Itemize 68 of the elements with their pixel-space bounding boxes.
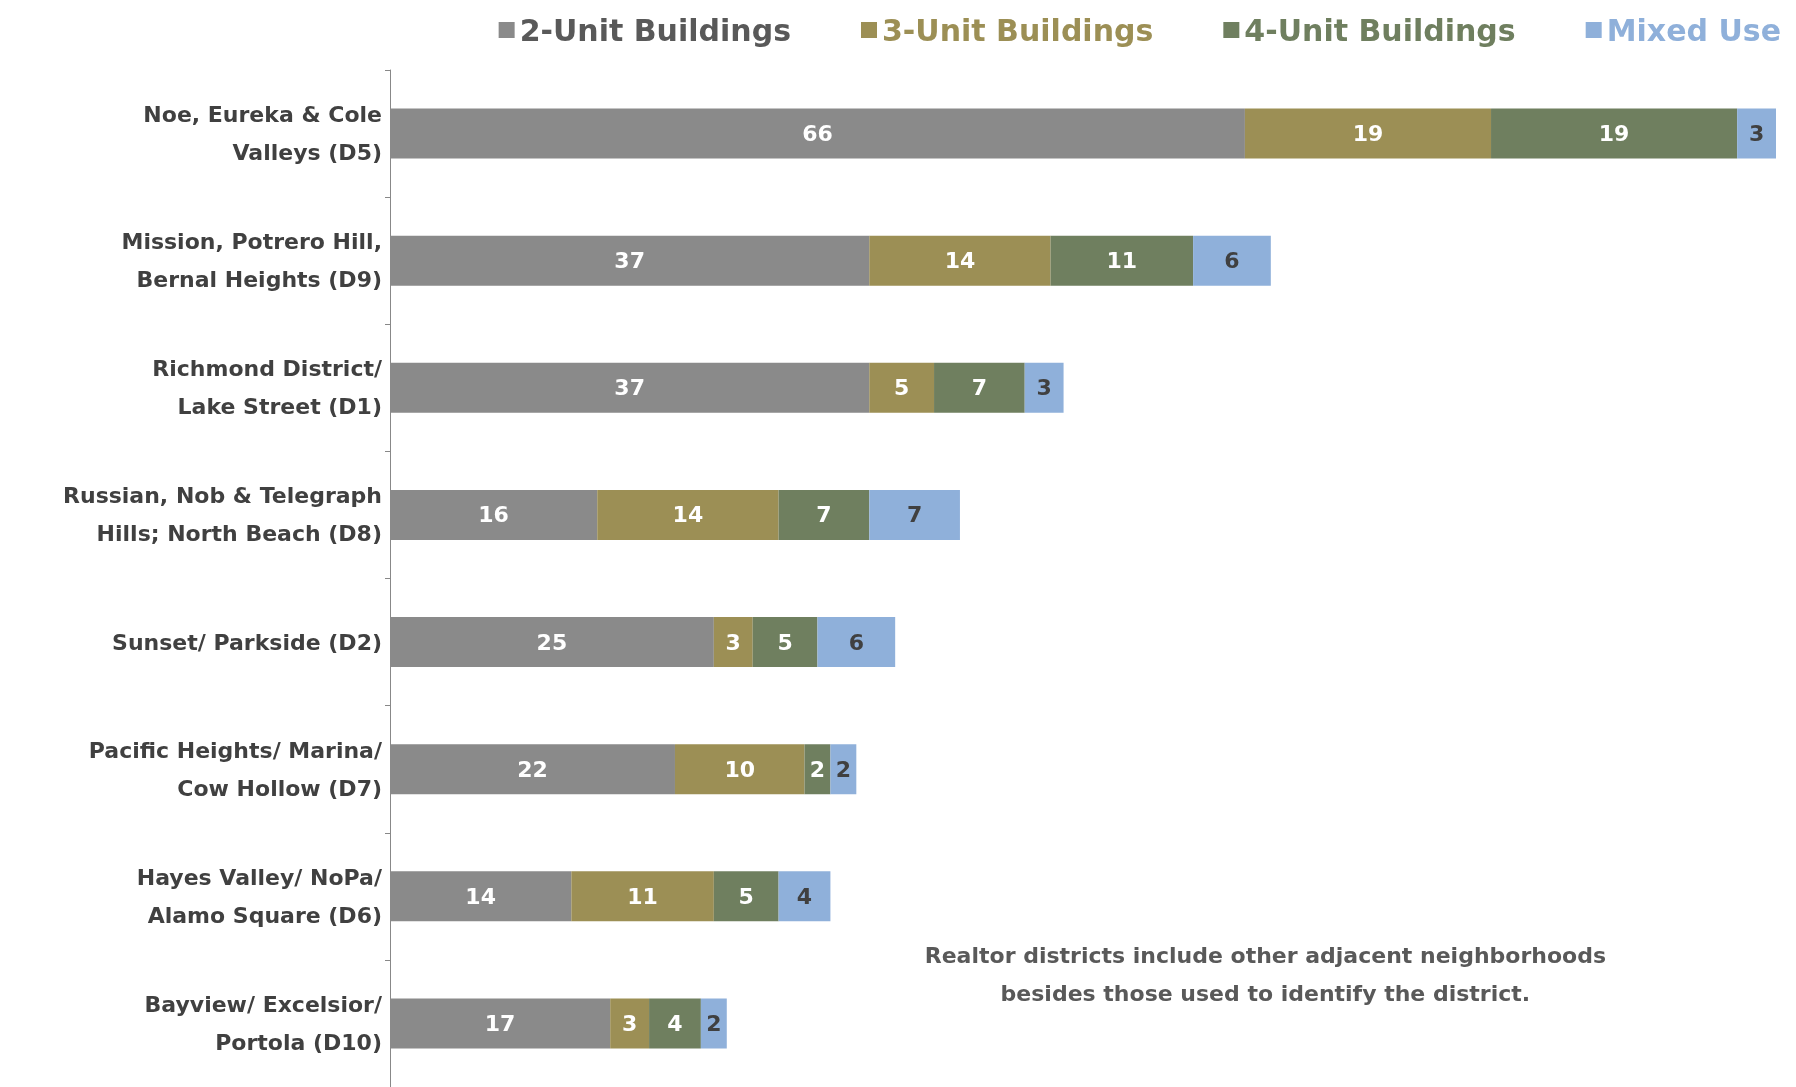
bar — [817, 617, 896, 668]
bar — [1737, 108, 1776, 159]
bar — [610, 998, 650, 1049]
data-label: 3 — [1748, 121, 1765, 147]
bar — [752, 617, 818, 668]
y-tick-label: Mission, Potrero Hill, Bernal Heights (D9) — [121, 229, 382, 293]
data-label: 6 — [848, 629, 864, 655]
data-label: 10 — [724, 756, 756, 782]
y-tick-label: Sunset/ Parkside (D2) — [112, 629, 382, 655]
data-label: 7 — [971, 375, 988, 401]
bar — [700, 998, 727, 1049]
y-tick-label: Hayes Valley/ NoPa/ Alamo Square (D6) — [136, 864, 383, 928]
data-label: 3 — [621, 1010, 638, 1036]
bar — [1050, 235, 1194, 286]
data-label: 7 — [906, 502, 923, 528]
bar — [869, 362, 935, 413]
data-label: 17 — [484, 1010, 516, 1036]
data-label: 3 — [725, 629, 741, 655]
legend-label: 3-Unit Buildings — [881, 12, 1154, 48]
data-label: 11 — [1106, 248, 1138, 274]
y-tick-label: Pacific Heights/ Marina/ Cow Hollow (D7) — [88, 737, 383, 801]
data-label: 7 — [816, 502, 832, 528]
data-label: 5 — [738, 883, 754, 909]
legend-label: 2-Unit Buildings — [519, 12, 791, 48]
bar — [1024, 362, 1064, 413]
bar — [869, 235, 1051, 286]
bar — [713, 617, 753, 668]
data-label: 37 — [614, 375, 645, 401]
bar — [778, 489, 870, 540]
bar — [674, 744, 805, 795]
data-label: 2 — [706, 1010, 722, 1036]
bar — [597, 489, 779, 540]
bar — [778, 871, 831, 922]
data-label: 19 — [1598, 121, 1630, 147]
bar — [713, 871, 779, 922]
data-label: 3 — [1036, 375, 1052, 401]
data-label: 5 — [894, 375, 910, 401]
data-label: 19 — [1352, 121, 1384, 147]
bar — [830, 744, 857, 795]
bar — [934, 362, 1025, 413]
legend-label: 4-Unit Buildings — [1244, 12, 1516, 48]
legend-label: Mixed Use — [1606, 12, 1782, 48]
y-tick-label: Noe, Eureka & Cole Valleys (D5) — [143, 102, 382, 166]
data-label: 6 — [1224, 248, 1240, 274]
data-label: 37 — [614, 248, 645, 274]
y-tick-label: Richmond District/ Lake Street (D1) — [152, 356, 383, 420]
bar — [649, 998, 701, 1049]
data-label: 14 — [672, 502, 704, 528]
data-label: 5 — [777, 629, 793, 655]
bar — [571, 871, 714, 922]
data-label: 4 — [796, 883, 813, 909]
bar — [1244, 108, 1492, 159]
data-label: 11 — [627, 883, 658, 909]
data-label: 22 — [517, 756, 548, 782]
data-label: 66 — [802, 121, 833, 147]
annotation: Realtor districts include other adjacent neighborhoods besides those used to identify the district. — [924, 942, 1606, 1006]
data-label: 14 — [465, 883, 496, 909]
data-label: 2 — [809, 756, 826, 782]
y-tick-label: Russian, Nob & Telegraph Hills; North Beach (D8) — [63, 483, 382, 547]
data-label: 2 — [835, 756, 852, 782]
data-label: 25 — [536, 629, 568, 655]
data-label: 14 — [944, 248, 976, 274]
bar — [1491, 108, 1738, 159]
bar — [1193, 235, 1271, 286]
data-label: 4 — [667, 1010, 683, 1036]
data-label: 16 — [478, 502, 509, 528]
bar — [869, 489, 960, 540]
y-tick-label: Bayview/ Excelsior/ Portola (D10) — [144, 991, 383, 1055]
